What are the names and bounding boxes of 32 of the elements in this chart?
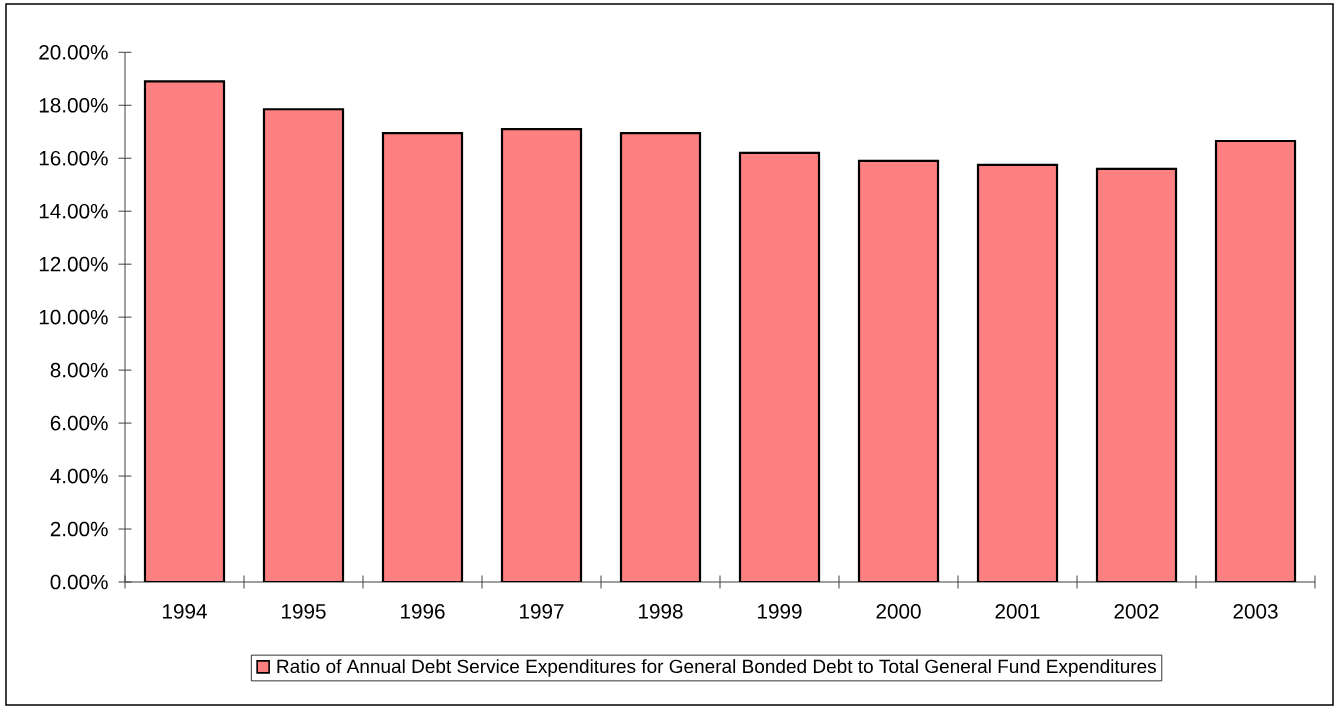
x-tick-label: 1995 [282,604,326,619]
y-tick-label: 0.00% [50,574,108,590]
x-tick-label: 1998 [639,604,683,619]
x-tick-label: 1999 [758,604,802,619]
y-tick-label: 4.00% [50,468,108,484]
y-tick-label: 16.00% [39,150,108,166]
y-tick-label: 2.00% [50,521,108,537]
y-tick-label: 14.00% [39,203,108,219]
bar [976,163,1059,582]
bar [738,151,821,582]
x-tick-label: 2000 [876,604,921,619]
bar [1095,167,1178,582]
x-tick-label: 2002 [1114,604,1159,619]
y-tick-label: 8.00% [50,362,108,378]
x-tick-label: 1996 [401,604,445,619]
text: Ratio of Annual Debt Service Expenditures for General Bonded Debt to Total General Fund Expenditures [277,659,1156,677]
bar [1214,139,1297,582]
y-tick-label: 20.00% [39,44,108,60]
x-tick-label: 1997 [520,604,564,619]
y-tick-label: 10.00% [39,309,108,325]
bar [262,108,345,582]
y-tick-label: 18.00% [39,97,108,113]
bar [381,131,464,582]
y-tick-label: 6.00% [50,415,108,431]
bar [857,159,940,582]
bar [619,131,702,582]
x-tick-label: 1994 [163,604,207,619]
bar [143,80,226,582]
y-tick-label: 12.00% [39,256,108,272]
x-tick-label: 2001 [995,604,1040,619]
x-tick-label: 2003 [1233,604,1278,619]
bar [500,128,583,582]
